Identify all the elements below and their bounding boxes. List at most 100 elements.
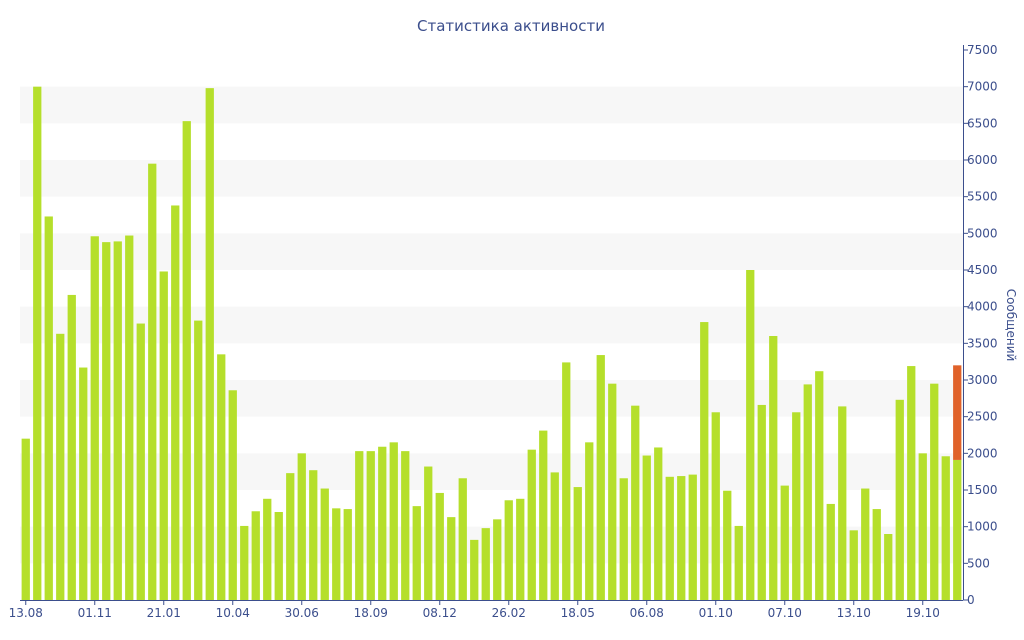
bar <box>792 412 801 600</box>
bar <box>895 399 904 600</box>
bars <box>21 86 962 601</box>
bar <box>654 447 663 600</box>
bar <box>711 412 720 600</box>
y-tick-label: 2000 <box>967 446 998 460</box>
bar <box>723 490 732 600</box>
bar <box>159 271 168 600</box>
y-axis: 0 500 1000 1500 2000 2500 3000 3500 4000 4500 5000… <box>963 43 998 607</box>
bar <box>125 235 134 601</box>
bar <box>205 88 214 600</box>
bar <box>757 404 766 600</box>
bar <box>930 383 939 600</box>
y-tick-label: 6000 <box>967 153 998 167</box>
bar <box>458 478 467 600</box>
y-tick-label: 6500 <box>967 116 998 130</box>
bar <box>424 466 433 600</box>
grid-band <box>20 86 963 124</box>
bar <box>228 390 237 600</box>
bar <box>90 236 99 600</box>
y-axis-label: Сообщений <box>1004 289 1018 362</box>
x-tick-label: 07.10 <box>768 606 802 620</box>
bar <box>734 525 743 600</box>
y-tick-label: 500 <box>967 556 990 570</box>
bar <box>102 242 111 600</box>
bar <box>274 512 283 600</box>
bar <box>470 539 479 600</box>
bar <box>389 442 398 600</box>
bar <box>21 438 30 600</box>
x-tick-label: 01.11 <box>78 606 112 620</box>
x-tick-label: 26.02 <box>492 606 526 620</box>
bar <box>401 451 410 600</box>
bar <box>113 241 122 600</box>
bar <box>677 476 686 600</box>
y-tick-label: 2500 <box>967 410 998 424</box>
bar <box>182 121 191 600</box>
x-tick-label: 21.01 <box>147 606 181 620</box>
bar <box>194 320 203 600</box>
bar <box>481 528 490 600</box>
bar <box>953 459 962 600</box>
bar <box>366 451 375 600</box>
bar <box>746 270 755 600</box>
bar <box>343 509 352 600</box>
bar <box>562 362 571 600</box>
bar <box>918 453 927 600</box>
x-tick-label: 30.06 <box>285 606 319 620</box>
bar <box>527 449 536 600</box>
bar <box>849 530 858 600</box>
bar <box>309 470 318 600</box>
y-tick-label: 1000 <box>967 520 998 534</box>
y-tick-label: 5000 <box>967 226 998 240</box>
y-tick-label: 3000 <box>967 373 998 387</box>
grid-band <box>20 233 963 270</box>
bar <box>355 451 364 600</box>
bar <box>320 488 329 600</box>
bar <box>297 453 306 600</box>
bar <box>700 322 709 600</box>
x-tick-label: 06.08 <box>630 606 664 620</box>
bar <box>148 163 157 600</box>
bar <box>688 474 697 600</box>
bar <box>815 371 824 600</box>
bar <box>33 86 42 600</box>
bar <box>378 446 387 600</box>
y-tick-label: 5500 <box>967 190 998 204</box>
x-tick-label: 13.10 <box>837 606 871 620</box>
y-tick-label: 4500 <box>967 263 998 277</box>
bar <box>263 498 272 600</box>
bar <box>619 478 628 600</box>
bar <box>769 336 778 600</box>
bar <box>332 508 341 600</box>
bar <box>642 455 651 600</box>
bar <box>861 488 870 600</box>
bar <box>44 216 53 600</box>
bar <box>838 406 847 600</box>
y-tick-label: 7000 <box>967 80 998 94</box>
bar <box>941 456 950 600</box>
bar <box>780 485 789 600</box>
bar <box>803 384 812 600</box>
bar <box>79 367 88 600</box>
bar <box>56 333 65 600</box>
bar <box>217 354 226 600</box>
x-axis: 13.08 01.11 21.01 10.04 30.06 18.09 08.12 26.02… <box>9 600 963 620</box>
bar <box>573 487 582 600</box>
x-tick-label: 10.04 <box>216 606 250 620</box>
bar <box>596 355 605 600</box>
bar <box>251 511 260 600</box>
bar <box>539 430 548 600</box>
x-tick-label: 13.08 <box>9 606 43 620</box>
bar-highlight <box>953 365 962 460</box>
bar <box>608 383 617 600</box>
bar <box>493 519 502 600</box>
bar <box>826 503 835 600</box>
x-tick-label: 18.09 <box>354 606 388 620</box>
bar <box>412 506 421 600</box>
x-tick-label: 01.10 <box>699 606 733 620</box>
bar <box>516 498 525 600</box>
y-tick-label: 7500 <box>967 43 998 57</box>
bar <box>631 405 640 600</box>
x-tick-label: 19.10 <box>906 606 940 620</box>
